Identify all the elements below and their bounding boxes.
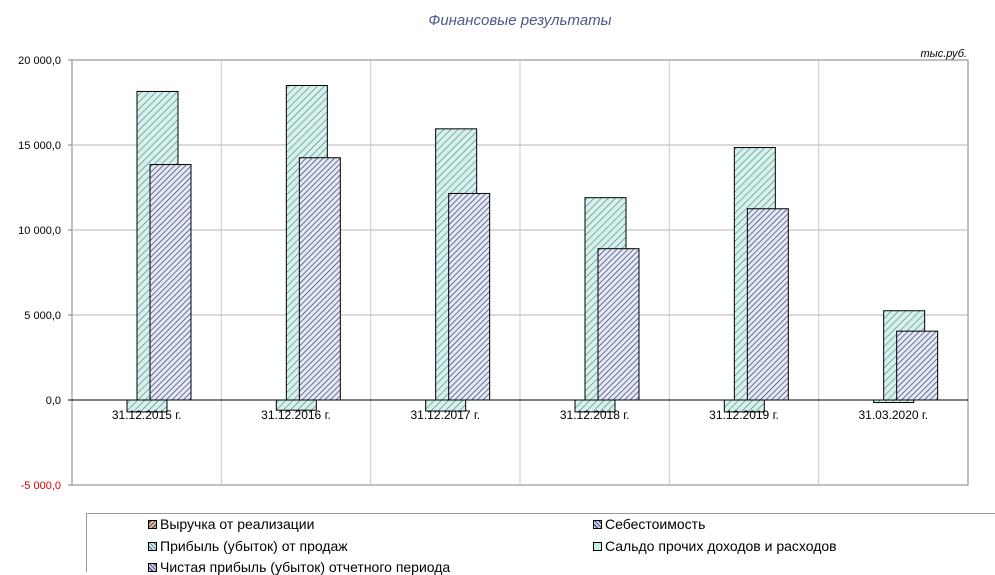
legend-swatch-sales-profit bbox=[148, 542, 157, 551]
legend-item-net-profit: Чистая прибыль (убыток) отчетного период… bbox=[148, 559, 450, 575]
y-tick-label: 5 000,0 bbox=[24, 310, 61, 322]
grid-lines bbox=[72, 60, 968, 485]
legend-swatch-net-profit bbox=[148, 563, 157, 572]
legend-label-cost: Себестоимость bbox=[605, 516, 706, 532]
legend-swatch-cost bbox=[593, 520, 602, 529]
bar-cost bbox=[149, 164, 192, 401]
x-tick-label: 31.12.2019 г. bbox=[709, 408, 779, 422]
bar-cost bbox=[298, 157, 341, 401]
legend-swatch-revenue bbox=[148, 520, 157, 529]
chart-title: Финансовые результаты bbox=[428, 12, 611, 29]
legend-item-sales-profit: Прибыль (убыток) от продаж bbox=[148, 538, 348, 554]
legend-label-other-balance: Сальдо прочих доходов и расходов bbox=[605, 538, 837, 554]
x-tick-label: 31.03.2020 г. bbox=[859, 408, 929, 422]
legend-label-net-profit: Чистая прибыль (убыток) отчетного период… bbox=[160, 559, 451, 575]
legend-swatch-other-balance bbox=[593, 542, 602, 551]
unit-label: тыс.руб. bbox=[920, 48, 967, 60]
axes bbox=[68, 59, 968, 486]
legend-label-sales-profit: Прибыль (убыток) от продаж bbox=[160, 538, 348, 554]
bar-cost bbox=[597, 248, 640, 401]
legend-item-other-balance: Сальдо прочих доходов и расходов bbox=[593, 538, 837, 554]
legend-label-revenue: Выручка от реализации bbox=[160, 516, 315, 532]
y-tick-label: 10 000,0 bbox=[18, 225, 61, 237]
bar-cost bbox=[746, 208, 789, 401]
x-tick-label: 31.12.2015 г. bbox=[112, 408, 182, 422]
bar-cost bbox=[896, 330, 939, 401]
legend-item-revenue: Выручка от реализации bbox=[148, 516, 314, 532]
bars bbox=[126, 85, 939, 413]
y-tick-label: 0,0 bbox=[46, 395, 61, 407]
bar-chart: Финансовые результаты тыс.руб. 20 000,0 1… bbox=[18, 12, 969, 492]
y-tick-label: -5 000,0 bbox=[21, 480, 61, 492]
x-tick-label: 31.12.2016 г. bbox=[261, 408, 331, 422]
y-tick-label: 15 000,0 bbox=[18, 140, 61, 152]
legend-item-cost: Себестоимость bbox=[593, 516, 705, 532]
tick-labels: 20 000,0 15 000,0 10 000,0 5 000,0 0,0 -5 000… bbox=[18, 55, 928, 492]
legend: Выручка от реализации Себестоимость Приб… bbox=[86, 513, 995, 575]
y-tick-label: 20 000,0 bbox=[18, 55, 61, 67]
x-tick-label: 31.12.2018 г. bbox=[560, 408, 630, 422]
x-tick-label: 31.12.2017 г. bbox=[411, 408, 481, 422]
bar-cost bbox=[448, 192, 491, 401]
